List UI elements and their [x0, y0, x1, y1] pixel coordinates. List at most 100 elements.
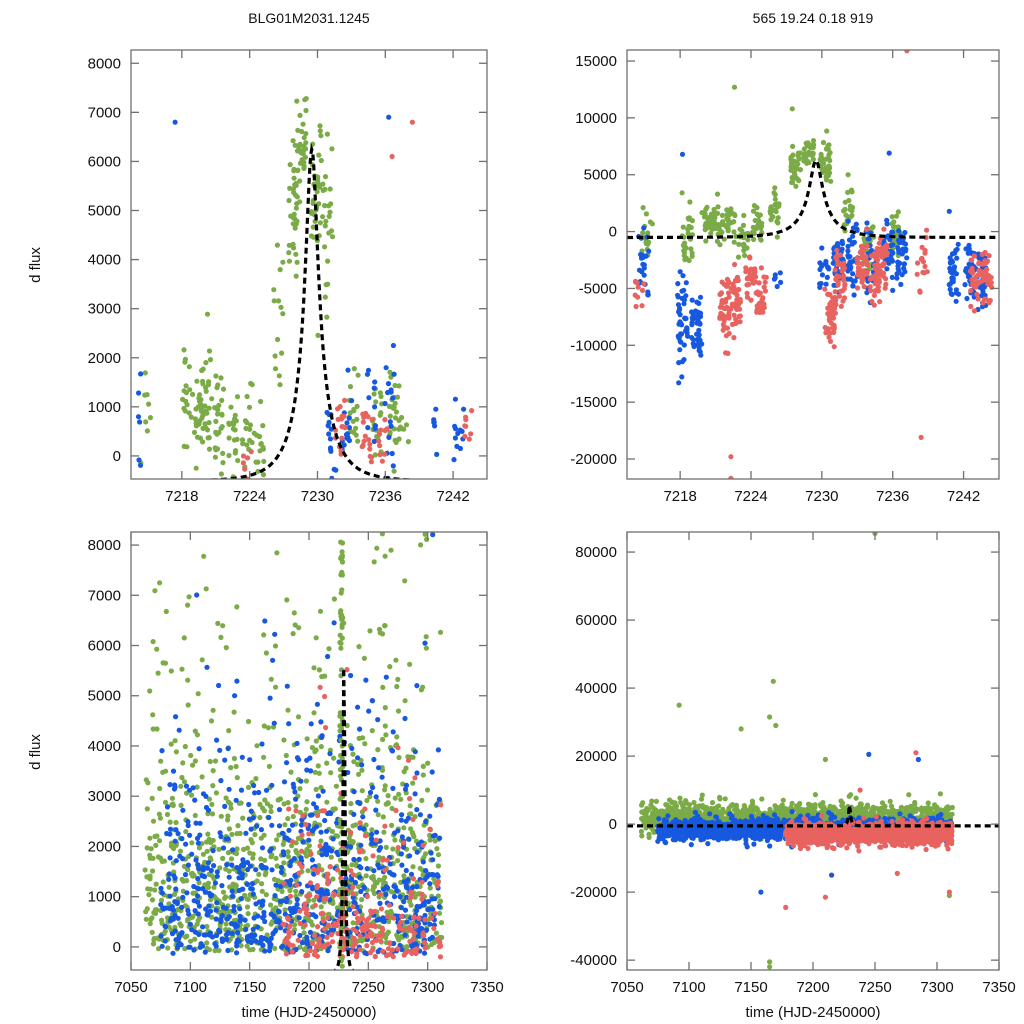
point-blue: [850, 283, 856, 289]
point-red: [314, 894, 320, 900]
point-blue: [195, 911, 201, 917]
point-blue: [377, 916, 383, 923]
point-blue: [244, 881, 250, 887]
point-blue: [214, 900, 220, 906]
point-blue: [324, 851, 330, 858]
panel-bottom-right: 7050 7100 7150 7200 7250 7300 7350-40000-20000…: [570, 531, 1016, 996]
point-red: [372, 908, 378, 914]
point-red: [420, 842, 426, 848]
point-blue: [454, 443, 460, 449]
point-blue: [351, 811, 357, 818]
point-blue: [391, 940, 397, 947]
point-green: [199, 774, 205, 780]
point-blue: [430, 833, 436, 839]
point-blue: [694, 299, 700, 305]
point-green: [290, 813, 296, 820]
point-blue: [359, 762, 365, 768]
point-green: [313, 747, 319, 753]
point-green: [144, 906, 150, 912]
point-blue: [279, 869, 285, 876]
point-green: [355, 884, 362, 890]
point-red: [879, 245, 885, 251]
point-green: [313, 786, 319, 793]
point-red: [988, 274, 994, 281]
point-blue: [159, 943, 165, 949]
point-red: [311, 952, 318, 958]
point-green: [188, 752, 194, 759]
x-tick-label: 7224: [734, 488, 767, 505]
point-red: [745, 275, 751, 281]
point-green: [315, 181, 321, 187]
point-blue: [430, 906, 436, 912]
point-green: [722, 796, 728, 802]
y-tick-label: 7000: [88, 104, 121, 121]
point-green: [396, 436, 402, 442]
point-blue: [374, 829, 380, 835]
point-green: [774, 218, 780, 225]
point-green: [150, 712, 156, 718]
point-green: [402, 578, 408, 584]
point-blue: [213, 907, 219, 913]
point-blue: [366, 395, 372, 401]
point-red: [242, 466, 248, 472]
point-blue: [849, 259, 855, 265]
point-green: [223, 795, 229, 801]
point-green: [277, 267, 283, 273]
point-blue: [322, 817, 328, 824]
point-blue: [327, 436, 333, 442]
point-blue: [419, 926, 425, 932]
point-red: [988, 280, 994, 286]
point-blue: [293, 873, 299, 880]
point-green: [219, 424, 225, 430]
point-green: [253, 776, 259, 782]
point-blue: [851, 239, 858, 245]
point-green: [247, 437, 253, 443]
point-green: [420, 684, 426, 690]
point-red: [864, 269, 870, 275]
y-tick-label: 3000: [88, 301, 121, 318]
point-blue: [172, 838, 178, 844]
point-blue: [375, 717, 381, 723]
point-green: [294, 259, 300, 265]
point-green: [272, 643, 279, 649]
point-blue: [824, 274, 830, 280]
point-green: [149, 929, 155, 936]
point-blue: [421, 902, 427, 908]
point-blue: [167, 855, 173, 861]
point-green: [360, 735, 366, 741]
point-green: [751, 203, 758, 209]
point-blue: [865, 236, 871, 242]
point-blue: [311, 826, 317, 832]
point-green: [681, 249, 688, 255]
point-blue: [641, 272, 647, 278]
point-blue: [679, 151, 686, 157]
point-red: [922, 263, 928, 270]
point-green: [242, 892, 248, 899]
point-red: [317, 843, 323, 849]
point-green: [647, 219, 654, 225]
point-green: [206, 379, 212, 385]
point-green: [423, 645, 429, 651]
point-blue: [408, 871, 415, 877]
point-green: [204, 923, 210, 930]
point-blue: [358, 888, 364, 895]
point-blue: [373, 794, 379, 800]
point-green: [203, 360, 209, 366]
point-green: [378, 410, 384, 416]
point-blue: [225, 929, 231, 936]
point-red: [841, 286, 847, 292]
point-blue: [357, 874, 363, 880]
point-green: [318, 133, 324, 139]
point-green: [181, 635, 187, 641]
point-blue: [452, 435, 458, 441]
point-green: [393, 657, 399, 663]
point-green: [731, 84, 738, 90]
point-blue: [288, 877, 294, 883]
point-blue: [846, 237, 853, 243]
point-green: [260, 444, 266, 451]
point-red: [728, 475, 734, 479]
point-blue: [250, 891, 256, 897]
point-red: [922, 250, 928, 256]
point-red: [875, 257, 881, 263]
point-green: [261, 632, 267, 638]
